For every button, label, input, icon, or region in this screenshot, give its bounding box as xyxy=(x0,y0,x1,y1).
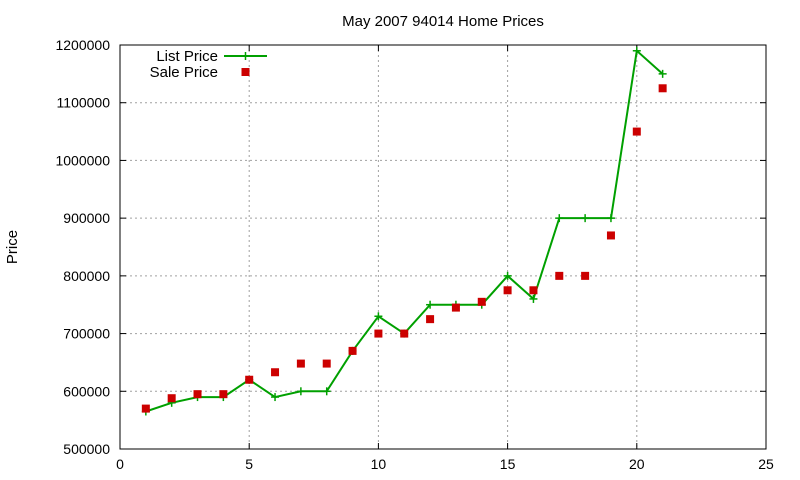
x-tick-label: 5 xyxy=(245,456,253,472)
legend-label-sale-price: Sale Price xyxy=(150,64,218,81)
chart-title: May 2007 94014 Home Prices xyxy=(342,13,544,30)
sale-price-point xyxy=(219,390,228,399)
list-price-marker xyxy=(606,214,615,223)
sale-price-point xyxy=(426,315,435,324)
sale-price-point xyxy=(167,394,176,403)
list-price-marker xyxy=(322,387,331,396)
sale-price-point xyxy=(477,297,486,306)
sale-price-point xyxy=(141,404,150,413)
list-price-marker xyxy=(529,294,538,303)
sale-price-point xyxy=(581,271,590,280)
sale-price-point xyxy=(606,231,615,240)
y-tick-label: 600000 xyxy=(63,383,110,399)
legend-sample-sale-price xyxy=(241,68,250,76)
sale-price-point xyxy=(348,346,357,355)
sale-price-point xyxy=(555,271,564,280)
sale-price-point xyxy=(271,368,280,377)
sale-price-point xyxy=(503,286,512,295)
y-tick-label: 1100000 xyxy=(57,95,111,111)
legend: List Price Sale Price xyxy=(150,48,267,81)
list-price-marker xyxy=(658,69,667,78)
ticks-layer: 0 5 10 15 20 25 500000 600000 700000 800000 900000… xyxy=(55,37,774,472)
sale-price-point xyxy=(632,127,641,136)
sale-price-point xyxy=(296,359,305,368)
list-price-marker xyxy=(503,271,512,280)
y-tick-label: 1200000 xyxy=(55,37,110,53)
y-axis-label: Price xyxy=(4,230,21,264)
legend-label-list-price: List Price xyxy=(156,48,218,65)
sale-price-point xyxy=(529,286,538,295)
x-tick-label: 15 xyxy=(500,456,516,472)
sale-price-point xyxy=(193,390,202,399)
x-tick-label: 25 xyxy=(758,456,774,472)
sale-price-point xyxy=(658,84,667,93)
sale-price-point xyxy=(322,359,331,368)
y-tick-label: 1000000 xyxy=(55,152,110,168)
series-layer xyxy=(141,46,667,416)
list-price-marker xyxy=(296,387,305,396)
sale-price-point xyxy=(451,303,460,312)
plot-frame xyxy=(119,44,767,450)
list-price-marker xyxy=(555,214,564,223)
grid-layer xyxy=(120,45,766,449)
sale-price-point xyxy=(245,375,254,384)
list-price-marker xyxy=(374,312,383,321)
list-price-line xyxy=(145,48,664,413)
x-tick-label: 0 xyxy=(116,456,124,472)
sale-price-point xyxy=(374,329,383,338)
y-tick-label: 500000 xyxy=(63,441,110,457)
list-price-marker xyxy=(271,393,280,402)
y-tick-label: 800000 xyxy=(63,268,110,284)
list-price-marker xyxy=(581,214,590,223)
x-tick-label: 10 xyxy=(371,456,387,472)
sale-price-point xyxy=(400,329,409,338)
list-price-marker xyxy=(426,300,435,309)
x-tick-label: 20 xyxy=(629,456,645,472)
y-tick-label: 900000 xyxy=(63,210,110,226)
list-price-marker xyxy=(632,46,641,55)
y-tick-label: 700000 xyxy=(63,326,110,342)
